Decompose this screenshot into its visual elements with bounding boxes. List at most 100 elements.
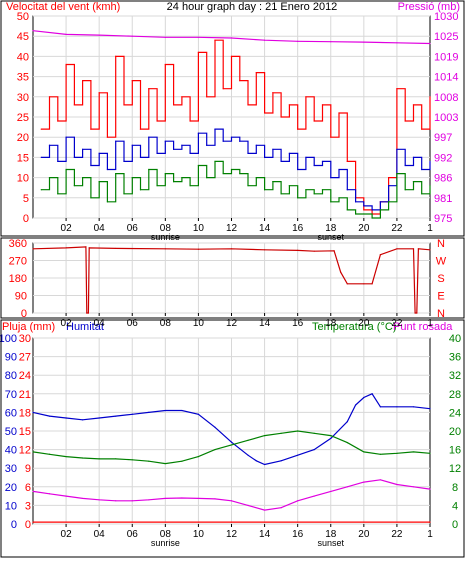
wind-panel-ytick-left: 30 <box>17 92 29 104</box>
wind-series-2-point <box>396 172 398 175</box>
climate-panel-xtick-label: 02 <box>61 529 73 540</box>
direction-panel-xtick-label: 1 <box>427 318 433 329</box>
wind-panel-ytick-left: 20 <box>17 132 29 144</box>
temperature-axis-label: Temperatura (°C) <box>312 321 396 333</box>
wind-series-1-point <box>280 160 282 163</box>
direction-panel-xtick-label: 16 <box>292 318 304 329</box>
wind-series-0-point <box>346 160 348 163</box>
direction-series-0-point <box>429 249 431 251</box>
direction-series-0-point <box>197 248 200 250</box>
direction-series-0-point <box>340 271 342 273</box>
climate-series-1-point <box>363 451 365 453</box>
wind-axis-label: Velocitat del vent (kmh) <box>6 1 120 13</box>
wind-series-3-point <box>131 35 133 37</box>
direction-panel-xtick-label: 02 <box>61 318 73 329</box>
climate-panel-rain-ytick-left: 0 <box>25 519 31 531</box>
climate-series-1-point <box>247 439 249 441</box>
wind-series-1-point <box>305 156 307 158</box>
wind-series-1-point <box>363 205 365 207</box>
direction-series-0-point <box>371 283 373 285</box>
direction-series-0-point <box>87 312 90 314</box>
wind-series-0-point <box>363 209 365 211</box>
wind-series-0-point <box>421 128 423 130</box>
direction-panel-ytick-left: 90 <box>15 291 27 303</box>
wind-panel-ytick-right: 1008 <box>434 92 458 104</box>
climate-panel-xtick-label: 1 <box>427 529 433 540</box>
climate-panel-sunrise-label: sunrise <box>151 538 180 548</box>
wind-series-1-point <box>90 164 92 167</box>
direction-panel-xtick-label: 10 <box>193 318 205 329</box>
wind-series-3-point <box>164 36 166 38</box>
wind-series-0-point <box>156 120 158 122</box>
climate-series-1-point <box>396 452 398 454</box>
wind-series-0-point <box>321 104 324 106</box>
wind-series-1-point <box>396 148 398 150</box>
wind-series-0-point <box>106 136 109 138</box>
climate-panel-ytick-right: 36 <box>449 352 461 364</box>
direction-panel-xtick-label: 12 <box>226 318 238 329</box>
climate-panel-humidity-ytick-left: 50 <box>5 426 17 438</box>
climate-panel-ytick-right: 0 <box>452 519 458 531</box>
direction-series-0-point <box>115 247 117 250</box>
wind-series-0-point <box>272 92 274 94</box>
climate-series-1-point <box>346 442 348 444</box>
climate-series-1-point <box>32 451 34 453</box>
climate-series-0-point <box>32 411 34 413</box>
wind-series-0-point <box>90 128 92 130</box>
wind-panel-ytick-right: 1030 <box>434 11 458 23</box>
wind-series-1-point <box>346 189 348 191</box>
wind-panel-ytick-left: 5 <box>23 193 29 205</box>
climate-panel-humidity-ytick-left: 20 <box>5 482 17 494</box>
direction-series-0-point <box>417 248 420 250</box>
wind-series-3-point <box>98 34 100 36</box>
wind-series-0-point <box>263 112 266 114</box>
climate-panel-humidity-ytick-left: 100 <box>0 333 17 345</box>
wind-series-2-point <box>421 193 423 195</box>
direction-panel-ytick-right: W <box>436 256 447 268</box>
direction-panel-ytick-left: 360 <box>9 238 27 250</box>
direction-series-0-point <box>416 312 418 314</box>
wind-series-2-point <box>404 189 406 191</box>
wind-series-2-point <box>379 209 381 211</box>
climate-series-2-point <box>396 483 398 486</box>
climate-panel-ytick-right: 24 <box>449 407 461 419</box>
wind-series-0-point <box>313 120 315 122</box>
wind-series-1-point <box>412 156 415 158</box>
climate-panel-ytick-right: 12 <box>449 463 461 475</box>
climate-panel-xtick-label: 20 <box>358 529 370 540</box>
climate-series-2-point <box>98 499 100 501</box>
wind-series-0-point <box>98 92 100 94</box>
direction-series-0-point <box>263 249 266 251</box>
climate-series-0-point <box>164 409 166 412</box>
wind-series-0-point <box>388 177 390 179</box>
wind-panel-ytick-right: 1003 <box>434 112 458 124</box>
wind-series-1-point <box>230 136 233 138</box>
wind-panel-xtick-label: 22 <box>391 223 403 234</box>
wind-series-2-point <box>429 185 431 187</box>
wind-series-3-point <box>263 39 266 41</box>
wind-series-2-point <box>305 189 307 191</box>
wind-series-0-point <box>82 80 84 82</box>
climate-series-0-point <box>346 421 348 423</box>
wind-series-2-point <box>338 197 340 199</box>
wind-series-1-point <box>115 140 117 142</box>
climate-series-2-point <box>48 493 51 495</box>
wind-series-2-point <box>139 189 142 191</box>
climate-series-2-point <box>313 495 315 497</box>
climate-series-0-point <box>82 419 84 421</box>
climate-panel-xtick-label: 04 <box>94 529 106 540</box>
direction-panel-xtick-label: 08 <box>160 318 172 329</box>
wind-panel-xtick-label: 14 <box>259 223 271 234</box>
climate-series-0-point <box>396 406 398 408</box>
direction-series-0-point <box>396 248 398 250</box>
direction-series-0-point <box>88 247 90 249</box>
climate-series-3-point <box>429 521 431 523</box>
wind-panel-ytick-left: 25 <box>17 112 29 124</box>
humidity-axis-label: Humitat <box>66 321 104 333</box>
wind-series-0-point <box>429 96 431 98</box>
wind-series-2-point <box>288 185 290 187</box>
wind-series-2-point <box>189 185 191 187</box>
wind-panel-xtick-label: 12 <box>226 223 238 234</box>
wind-panel-ytick-right: 1025 <box>434 31 458 43</box>
climate-panel-xtick-label: 06 <box>127 529 139 540</box>
